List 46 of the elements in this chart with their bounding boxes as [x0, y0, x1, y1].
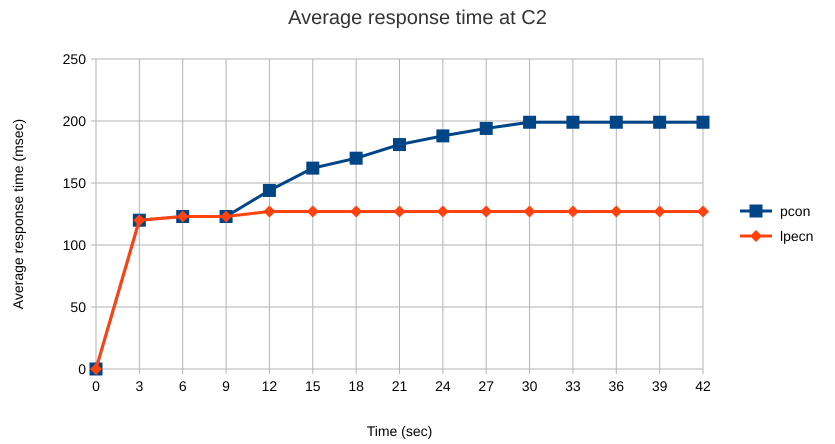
x-tick-label: 21 — [392, 378, 408, 394]
x-tick-label: 6 — [178, 378, 187, 394]
point — [610, 116, 623, 129]
y-tick-label: 100 — [62, 237, 86, 253]
point — [480, 206, 492, 218]
point — [350, 206, 362, 218]
x-tick-label: 33 — [565, 378, 581, 394]
x-tick-label: 39 — [652, 378, 668, 394]
y-tick-label: 50 — [70, 299, 86, 315]
x-tick-label: 3 — [135, 378, 144, 394]
point — [697, 206, 709, 218]
y-axis-title: Average response time (msec) — [10, 118, 26, 310]
x-tick-label: 0 — [92, 378, 100, 394]
x-tick-label: 15 — [304, 378, 321, 394]
x-tick-label: 18 — [348, 378, 364, 394]
y-tick-label: 250 — [62, 51, 86, 67]
x-tick-label: 12 — [262, 378, 278, 394]
x-tick-label: 9 — [222, 378, 230, 394]
point — [436, 129, 450, 142]
x-tick-label: 27 — [478, 378, 494, 394]
x-tick-label: 30 — [522, 378, 538, 394]
legend-label: pcon — [780, 203, 810, 219]
point — [306, 162, 320, 175]
point — [306, 206, 319, 218]
x-tick-label: 24 — [435, 378, 451, 394]
point — [480, 122, 493, 135]
point — [394, 206, 406, 218]
x-axis-title: Time (sec) — [366, 423, 432, 439]
chart-title: Average response time at C2 — [288, 7, 547, 29]
point — [263, 206, 276, 218]
y-tick-label: 0 — [78, 361, 86, 377]
point — [696, 116, 710, 129]
point — [436, 206, 449, 218]
point — [566, 116, 580, 129]
point — [350, 152, 363, 165]
x-tick-label: 42 — [695, 378, 711, 394]
point — [653, 116, 666, 129]
y-tick-label: 150 — [62, 175, 86, 191]
legend-label: lpecn — [780, 228, 814, 244]
y-tick-label: 200 — [62, 113, 86, 129]
x-tick-label: 36 — [608, 378, 624, 394]
point — [523, 116, 536, 129]
point — [610, 206, 622, 218]
point — [654, 206, 666, 218]
point — [262, 184, 276, 197]
point — [393, 138, 406, 152]
